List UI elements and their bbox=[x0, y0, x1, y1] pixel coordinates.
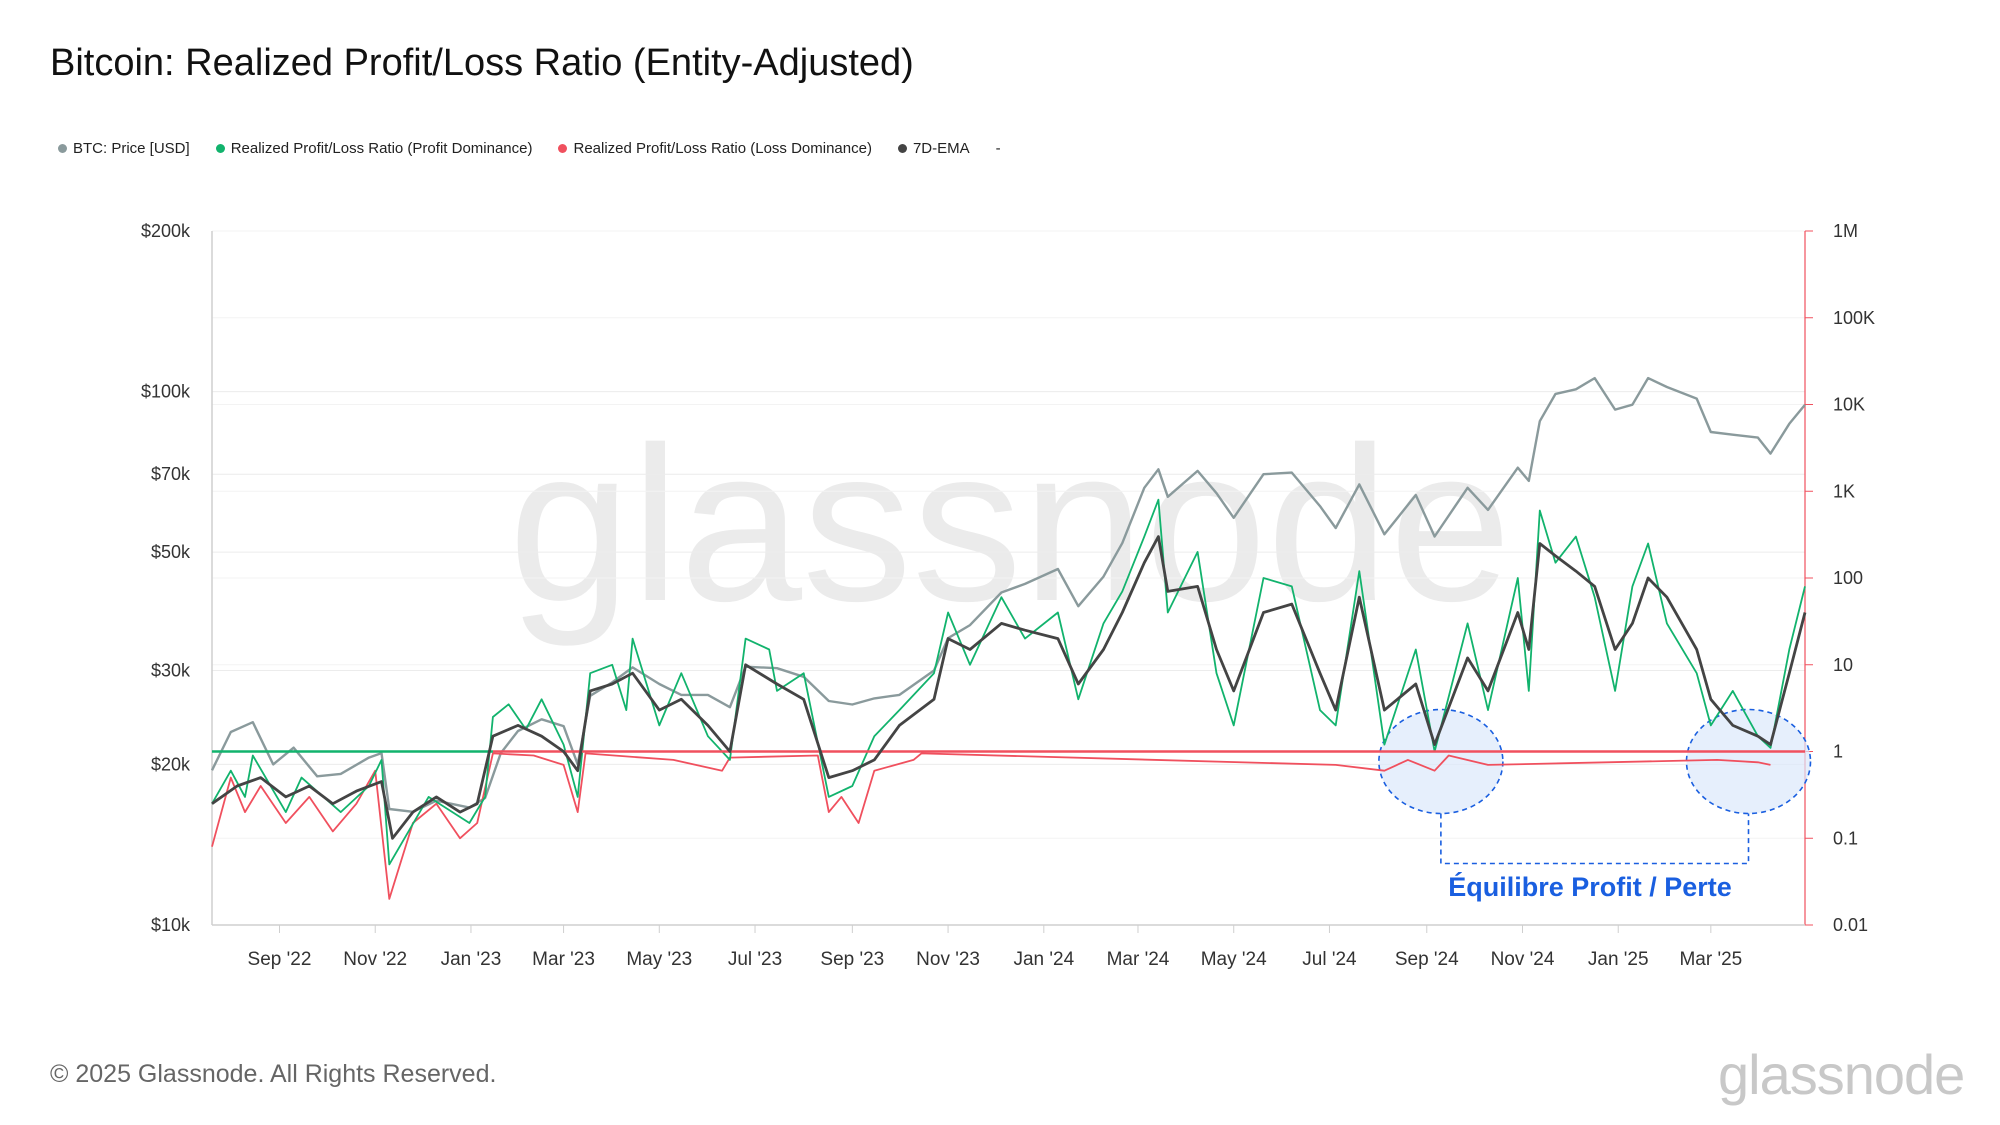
x-tick-label: Jan '23 bbox=[441, 949, 502, 970]
legend-item-ema[interactable]: 7D-EMA bbox=[897, 140, 970, 157]
legend-label-price: BTC: Price [USD] bbox=[73, 140, 190, 157]
chart-title: Bitcoin: Realized Profit/Loss Ratio (Ent… bbox=[50, 42, 914, 84]
annotation-bracket bbox=[1440, 813, 1750, 865]
legend-label-loss: Realized Profit/Loss Ratio (Loss Dominan… bbox=[573, 140, 872, 157]
legend-dot-ema bbox=[897, 144, 907, 153]
watermark: glassnode bbox=[509, 401, 1512, 647]
y-right-tick-label: 1 bbox=[1833, 742, 1843, 762]
y-right-tick-label: 100K bbox=[1833, 308, 1875, 328]
y-left-tick-label: $70k bbox=[151, 464, 191, 484]
y-left-tick-label: $10k bbox=[151, 915, 191, 935]
brand-logo: glassnode bbox=[1718, 1043, 1965, 1106]
y-left-tick-label: $20k bbox=[151, 754, 191, 774]
x-tick-label: May '23 bbox=[626, 949, 692, 970]
legend-dot-profit bbox=[215, 144, 225, 153]
legend-item-loss[interactable]: Realized Profit/Loss Ratio (Loss Dominan… bbox=[558, 140, 872, 157]
series-line-ema bbox=[211, 535, 1807, 840]
x-tick-label: Jul '23 bbox=[728, 949, 782, 970]
legend-item-price[interactable]: BTC: Price [USD] bbox=[58, 140, 190, 157]
legend-dot-price bbox=[58, 144, 67, 153]
grid bbox=[212, 230, 1805, 926]
y-right-tick-label: 1M bbox=[1833, 221, 1858, 241]
axes: $10k $20k $30k $50k $70k $100k $200k 0.01 0.1 1 10… bbox=[141, 221, 1875, 970]
y-left-tick-label: $30k bbox=[151, 660, 191, 680]
y-left-tick-label: $50k bbox=[151, 542, 191, 562]
annotation-label: Équilibre Profit / Perte bbox=[1448, 871, 1732, 902]
x-tick-label: Mar '25 bbox=[1679, 949, 1742, 970]
x-tick-label: Sep '24 bbox=[1395, 949, 1459, 970]
legend-item-profit[interactable]: Realized Profit/Loss Ratio (Profit Domin… bbox=[215, 140, 533, 157]
y-right-tick-label: 10 bbox=[1833, 655, 1853, 675]
y-left-tick-label: $200k bbox=[141, 221, 191, 241]
y-left-tick-label: $100k bbox=[141, 382, 191, 402]
x-tick-label: Nov '23 bbox=[916, 949, 980, 970]
x-tick-label: Jan '25 bbox=[1588, 949, 1649, 970]
y-right-tick-label: 0.01 bbox=[1833, 915, 1868, 935]
y-right-tick-label: 100 bbox=[1833, 568, 1863, 588]
copyright: © 2025 Glassnode. All Rights Reserved. bbox=[50, 1060, 497, 1088]
annotation-shapes bbox=[1378, 708, 1812, 865]
x-tick-label: Jul '24 bbox=[1302, 949, 1357, 970]
legend: BTC: Price [USD] Realized Profit/Loss Ra… bbox=[58, 140, 1027, 157]
legend-item-dash: - bbox=[996, 140, 1001, 157]
x-tick-label: Mar '24 bbox=[1107, 949, 1170, 970]
x-tick-label: Sep '22 bbox=[248, 949, 312, 970]
y-right-tick-label: 0.1 bbox=[1833, 828, 1858, 848]
x-tick-label: May '24 bbox=[1201, 949, 1267, 970]
x-tick-label: Mar '23 bbox=[532, 949, 595, 970]
legend-label-ema: 7D-EMA bbox=[912, 140, 970, 157]
x-tick-label: Sep '23 bbox=[820, 949, 884, 970]
y-right-tick-label: 10K bbox=[1833, 395, 1865, 415]
legend-dot-loss bbox=[558, 144, 568, 153]
x-tick-label: Nov '24 bbox=[1491, 949, 1555, 970]
x-tick-label: Nov '22 bbox=[343, 949, 407, 970]
annotation-ellipse-sep-24 bbox=[1378, 708, 1504, 815]
legend-label-profit: Realized Profit/Loss Ratio (Profit Domin… bbox=[230, 140, 533, 157]
y-right-tick-label: 1K bbox=[1833, 481, 1855, 501]
series-group bbox=[210, 376, 1807, 900]
legend-label-dash: - bbox=[995, 140, 1001, 157]
series-line-loss bbox=[211, 752, 1771, 900]
x-tick-label: Jan '24 bbox=[1013, 949, 1074, 970]
